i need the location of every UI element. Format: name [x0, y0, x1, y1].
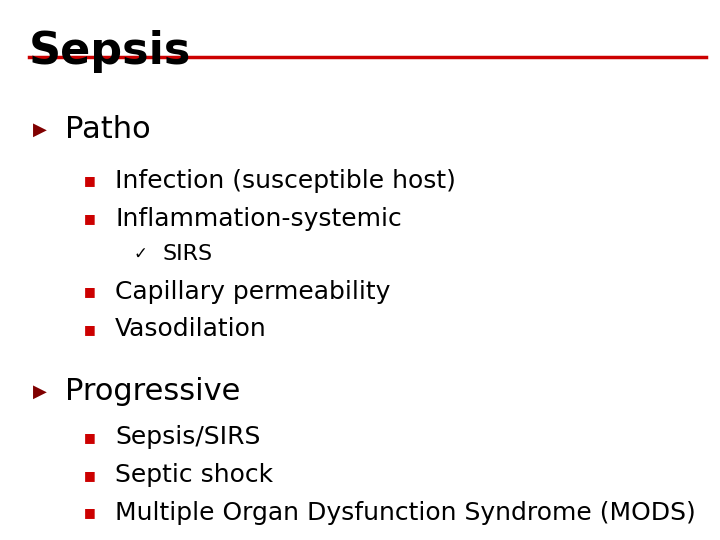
Text: Progressive: Progressive	[65, 377, 240, 406]
Text: ■: ■	[84, 469, 96, 482]
Text: Capillary permeability: Capillary permeability	[115, 280, 390, 303]
Text: Septic shock: Septic shock	[115, 463, 274, 487]
Text: ■: ■	[84, 212, 96, 225]
Text: Sepsis/SIRS: Sepsis/SIRS	[115, 426, 261, 449]
Text: ▶: ▶	[32, 382, 47, 401]
Text: ■: ■	[84, 285, 96, 298]
Text: ■: ■	[84, 431, 96, 444]
Text: SIRS: SIRS	[162, 244, 212, 264]
Text: ■: ■	[84, 323, 96, 336]
Text: ■: ■	[84, 507, 96, 519]
Text: Vasodilation: Vasodilation	[115, 318, 267, 341]
Text: Inflammation-systemic: Inflammation-systemic	[115, 207, 402, 231]
Text: Sepsis: Sepsis	[29, 30, 192, 73]
Text: Infection (susceptible host): Infection (susceptible host)	[115, 169, 456, 193]
Text: ✓: ✓	[133, 245, 148, 263]
Text: Patho: Patho	[65, 115, 150, 144]
Text: ■: ■	[84, 174, 96, 187]
Text: ▶: ▶	[32, 120, 47, 139]
Text: Multiple Organ Dysfunction Syndrome (MODS): Multiple Organ Dysfunction Syndrome (MOD…	[115, 501, 696, 525]
